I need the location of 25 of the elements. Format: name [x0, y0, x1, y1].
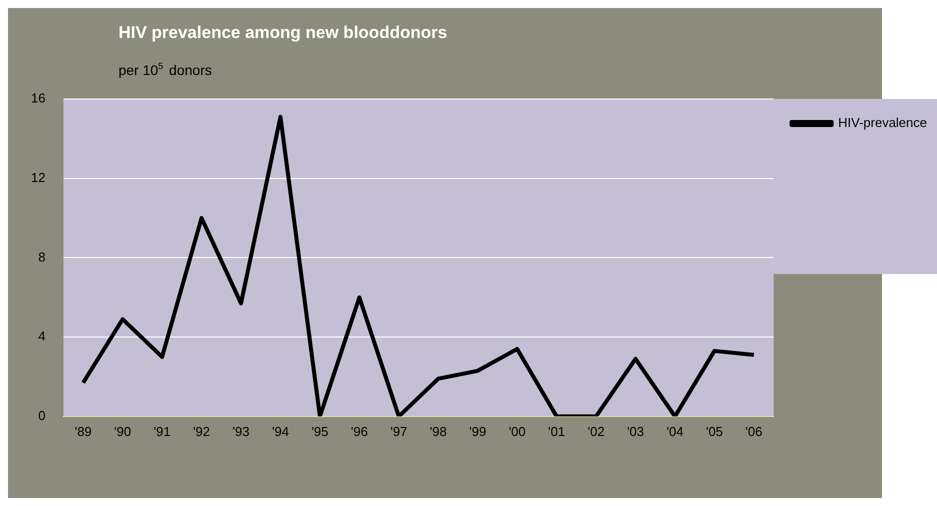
x-tick-label: '99 — [469, 424, 486, 439]
x-tick-label: '95 — [311, 424, 328, 439]
x-tick-label: '90 — [114, 424, 132, 439]
x-tick-label: '92 — [193, 424, 210, 439]
y-tick-label: 12 — [30, 170, 46, 185]
y-tick-label: 16 — [30, 90, 46, 106]
x-tick-label: '93 — [232, 424, 250, 439]
x-tick-label: '96 — [350, 424, 368, 439]
x-tick-label: '89 — [74, 424, 92, 439]
x-tick-label: '02 — [588, 424, 605, 439]
y-tick-label: 8 — [38, 249, 46, 264]
chart-title: HIV prevalence among new blooddonors — [118, 23, 448, 42]
y-tick-label: 4 — [38, 328, 46, 344]
x-tick-label: '98 — [430, 424, 447, 439]
x-tick-label: '97 — [390, 424, 408, 439]
x-tick-label: '04 — [666, 424, 684, 439]
x-tick-label: '03 — [627, 424, 644, 439]
x-tick-label: '01 — [548, 424, 566, 439]
x-tick-label: '06 — [745, 424, 762, 439]
x-tick-label: '91 — [154, 424, 171, 439]
y-tick-label: 0 — [38, 408, 46, 423]
x-tick-label: '94 — [272, 424, 289, 439]
x-tick-label: '05 — [706, 424, 723, 439]
x-tick-label: '00 — [508, 424, 526, 439]
legend-label: HIV-prevalence — [838, 115, 928, 130]
